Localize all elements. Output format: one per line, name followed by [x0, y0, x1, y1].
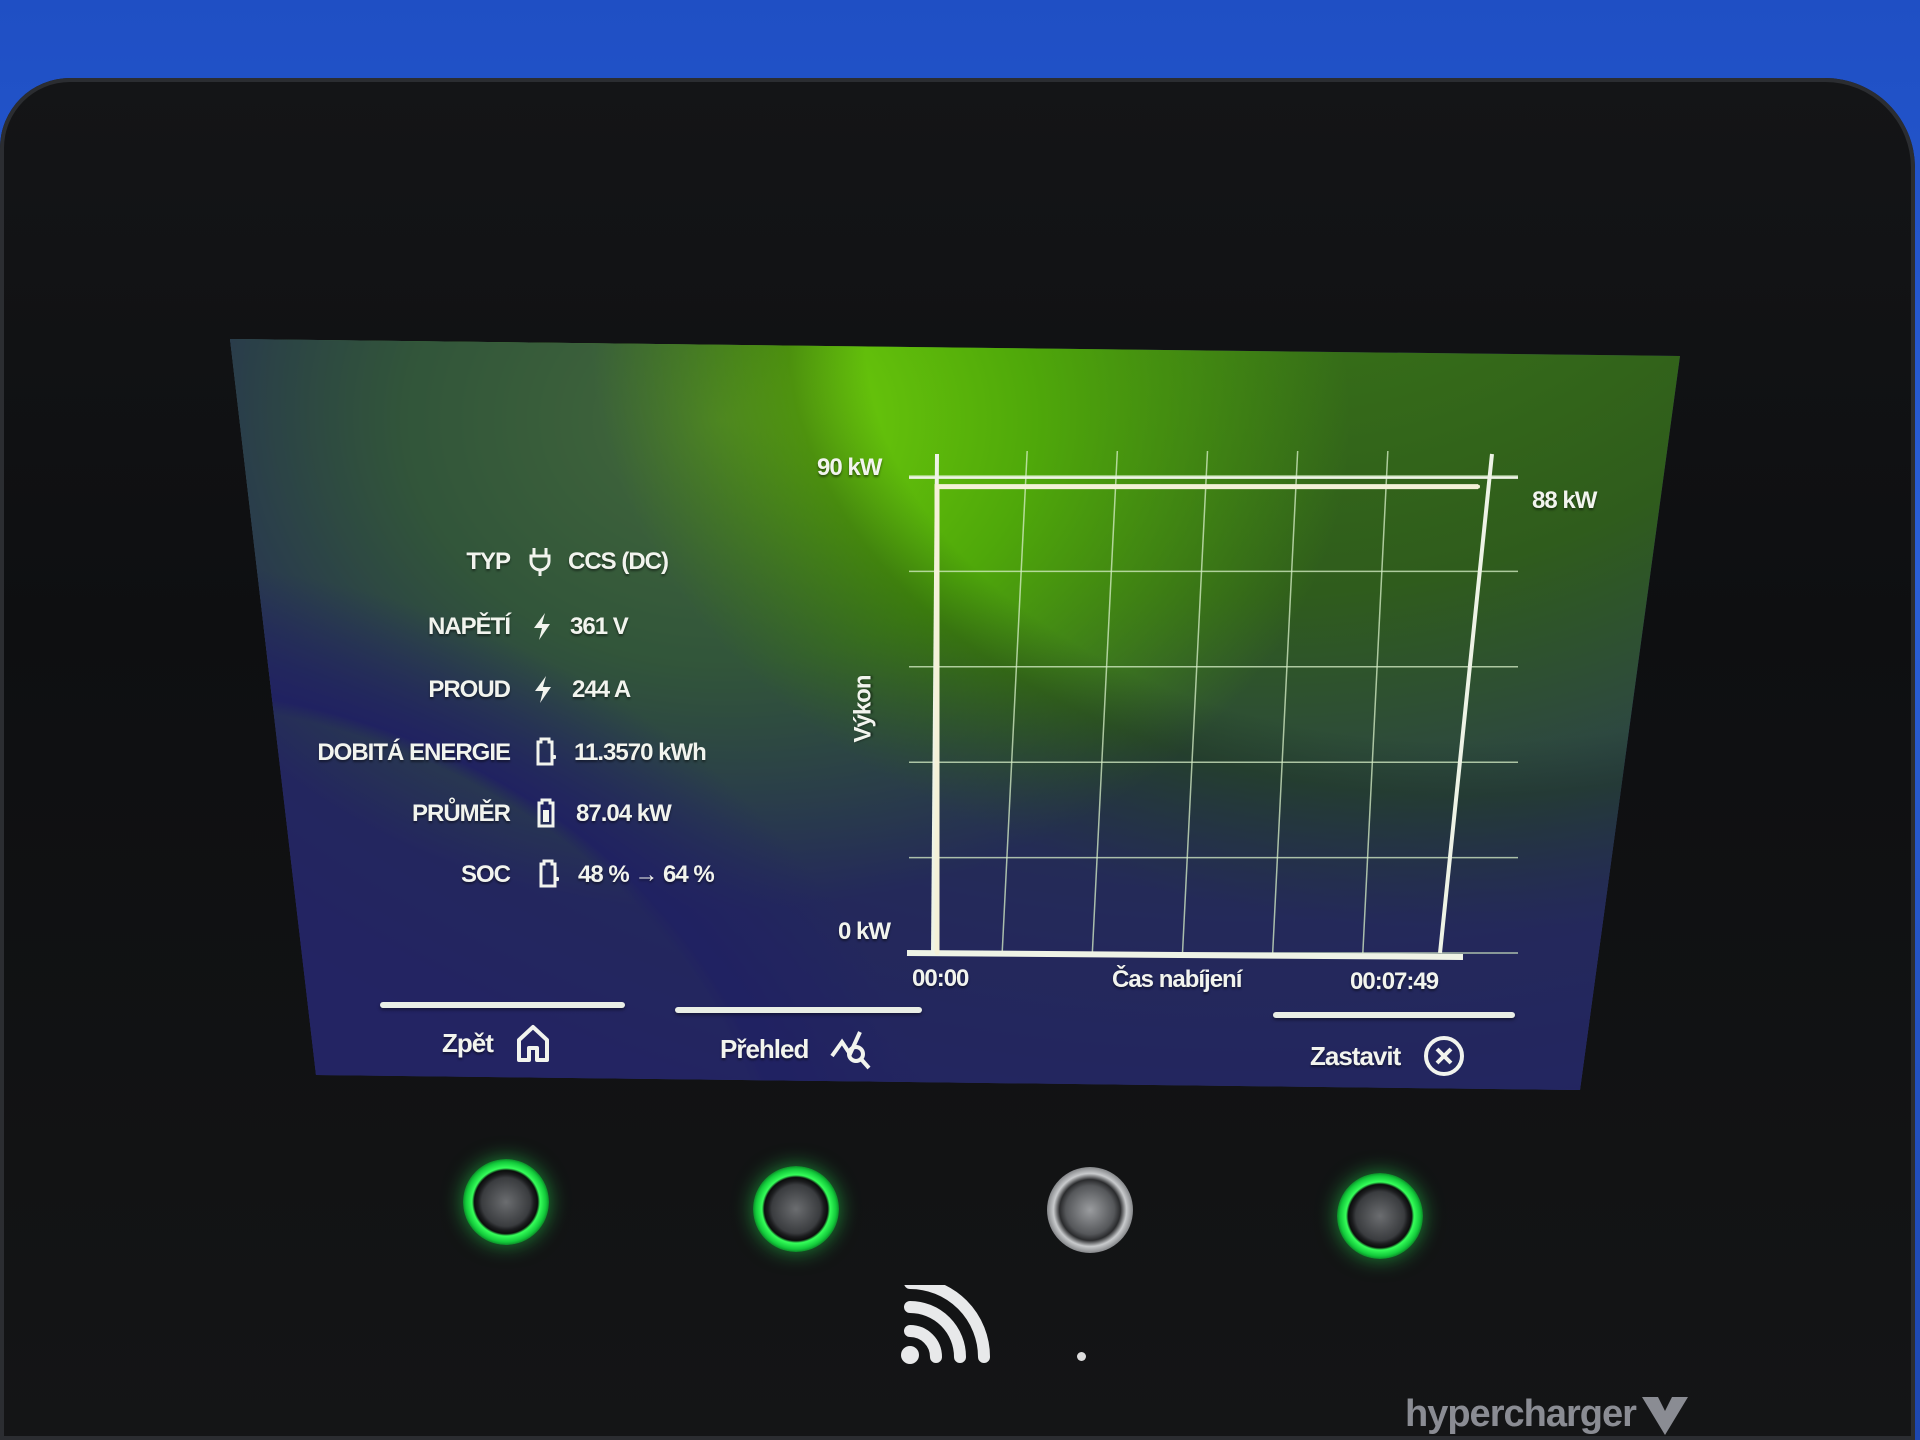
back-button[interactable]: Zpět: [442, 1024, 551, 1062]
chart-search-icon: [830, 1031, 871, 1070]
info-label: NAPĚTÍ: [427, 613, 511, 640]
physical-button-3[interactable]: [1047, 1167, 1133, 1253]
nfc-icon: [901, 1285, 990, 1364]
grid-line-vertical: [1001, 450, 1028, 954]
info-label: PRŮMĚR: [411, 800, 511, 827]
stop-button-label: Zastavit: [1310, 1040, 1401, 1071]
power-data-point: [935, 951, 939, 955]
info-value: 48 % → 64 %: [578, 861, 715, 888]
home-icon: [516, 1025, 549, 1062]
info-label: DOBITÁ ENERGIE: [317, 739, 511, 766]
x-axis-end-label: 00:07:49: [1350, 968, 1439, 995]
info-label: TYP: [466, 548, 511, 575]
grid-line-vertical: [1181, 450, 1209, 954]
x-axis-line: [906, 950, 1464, 960]
x-axis-label: Čas nabíjení: [1112, 966, 1242, 993]
y-axis-bottom-label: 0 kW: [838, 918, 891, 945]
power-data-point: [1476, 484, 1480, 489]
info-value: 361 V: [570, 613, 629, 640]
y-axis-label: Výkon: [849, 675, 877, 743]
current-power-label: 88 kW: [1532, 487, 1597, 514]
x-axis-start-label: 00:00: [912, 965, 969, 992]
overview-button[interactable]: Přehled: [720, 1028, 876, 1070]
grid-line-vertical: [1091, 450, 1119, 954]
lightning-icon: [533, 613, 550, 640]
physical-button-2[interactable]: [753, 1166, 839, 1252]
x-end-marker-line: [1438, 453, 1494, 954]
y-axis-top-label: 90 kW: [817, 454, 882, 481]
grid-line-vertical: [1271, 450, 1299, 954]
stop-button[interactable]: Zastavit: [1310, 1034, 1466, 1078]
battery-charging-icon: [536, 737, 556, 766]
physical-button-4[interactable]: [1337, 1173, 1423, 1259]
power-series-line: [934, 484, 1478, 953]
battery-charging-icon: [539, 859, 559, 888]
power-data-point: [935, 484, 939, 489]
info-value: 244 A: [572, 676, 631, 703]
back-button-label: Zpět: [442, 1027, 494, 1058]
lightning-icon: [535, 676, 551, 703]
brand-logo: hypercharger: [1405, 1393, 1637, 1435]
info-value: 11.3570 kWh: [574, 739, 707, 766]
grid-line-vertical: [1362, 450, 1389, 954]
indicator-dot: [1077, 1352, 1086, 1361]
battery-icon: [537, 798, 555, 828]
overview-button-label: Přehled: [720, 1033, 809, 1064]
overview-button-bar: [675, 1007, 922, 1013]
info-label: SOC: [460, 861, 511, 888]
plug-icon: [529, 548, 551, 576]
info-value: 87.04 kW: [576, 800, 672, 827]
stop-button-bar: [1273, 1012, 1515, 1018]
info-label: PROUD: [428, 676, 511, 703]
brand-logo-mark: [1642, 1397, 1688, 1435]
physical-button-1[interactable]: [463, 1159, 549, 1245]
info-value: CCS (DC): [568, 548, 669, 575]
close-circle-icon: [1424, 1036, 1465, 1076]
back-button-bar: [380, 1002, 625, 1008]
